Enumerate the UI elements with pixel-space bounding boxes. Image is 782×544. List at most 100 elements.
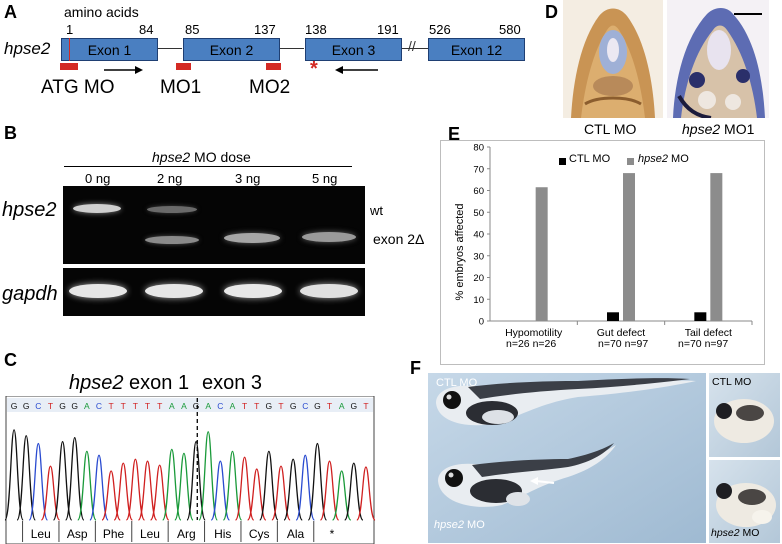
trace-peak [28,442,49,521]
trace-peak [4,429,24,521]
break-mark: // [408,38,416,54]
trace-peak [283,458,303,521]
base-call-bar [7,398,373,412]
legend-label-hpse2: hpse2 MO [638,153,689,165]
trace-peak [186,440,206,521]
amino-acid-label: Asp [67,527,88,541]
base-call: T [48,401,53,411]
panel-a-label: A [4,2,17,22]
amino-acids-label: amino acids [64,4,139,20]
ctl-closeup-embryo [714,399,774,443]
amino-acid-label: Arg [177,527,196,541]
gel-band [300,284,358,298]
ctl-mo-caption: CTL MO [584,121,637,137]
y-axis-label-wrap: % embryos affected [452,190,468,320]
hpse2-mo-closeup-label: hpse2 MO [711,527,760,539]
mo1-mark [176,63,191,70]
trace-peak [246,468,267,521]
amino-acid-label: His [214,527,231,541]
base-call: C [217,401,223,411]
gel-band [145,236,199,244]
x-tick-label: Hypomotility [505,327,563,339]
gel-row-label-hpse2: hpse2 [2,199,57,221]
hpse2-closeup-embryo [716,483,776,527]
base-call: T [327,401,332,411]
trace-peak [137,460,158,521]
start-codon-mark [69,38,70,61]
gel-band [73,204,121,213]
trace-peak [331,470,352,521]
base-call: G [266,401,273,411]
base-call: C [96,401,102,411]
chromatogram-title-exon3: exon 3 [202,372,263,394]
aa-position-137: 137 [254,22,276,37]
y-tick-label: 80 [473,143,484,154]
trace-peak [319,460,340,521]
trace-peak [210,460,231,521]
legend-swatch-hpse2 [627,158,634,165]
bar-hpse2 [535,187,548,321]
atg-mo-mark [60,63,78,70]
base-call: G [350,401,357,411]
trace-peak [259,450,279,521]
n-label-tail: n=70 n=97 [678,338,729,350]
trace-peak [113,462,134,521]
base-call: G [23,401,30,411]
amino-acid-label: Leu [140,527,160,541]
dose-5ng: 5 ng [312,171,338,186]
gel-band [145,284,203,298]
gel-hpse2 [63,186,365,264]
gel-band [224,233,280,243]
aa-position-84: 84 [139,22,154,37]
n-label-gut: n=70 n=97 [598,338,649,350]
trace-peak [89,454,109,521]
trace-peak [149,464,170,521]
base-call: T [363,401,368,411]
trace-peak [344,462,364,521]
base-call: T [254,401,259,411]
y-tick-label: 60 [473,186,484,197]
base-call: G [11,401,18,411]
hpse2-mo1-section-image [667,0,769,118]
trace-peak [52,440,73,521]
aa-position-138: 138 [305,22,327,37]
amino-acid-label: Leu [31,527,51,541]
exon-3: Exon 3 [305,38,402,61]
mo2-mark [266,63,281,70]
base-call: T [133,401,138,411]
panel-d-label: D [545,2,558,22]
ctl-mo-main-label: CTL MO [436,377,478,389]
wt-band-label: wt [370,203,383,218]
x-tick-label: Tail defect [685,327,732,339]
bar-hpse2 [623,173,635,321]
base-call: T [242,401,247,411]
intron-line [402,48,428,49]
embryo-images [428,373,780,543]
amino-acid-label: Ala [287,527,305,541]
y-tick-label: 70 [473,164,484,175]
base-call: G [290,401,297,411]
n-label-hypomotility: n=26 n=26 [506,338,557,350]
gel-band [69,284,127,298]
trace-peak [162,448,182,521]
scale-bar [734,13,762,15]
mo2-label: MO2 [249,77,291,98]
mo1-label: MO1 [160,77,202,98]
trace-peak [16,435,36,521]
panel-f-label: F [410,358,421,378]
intron-line [280,48,304,49]
y-axis-label: % embryos affected [454,203,466,301]
trace-peak [40,465,61,521]
mo-dose-title: hpse2 MO dose [152,149,251,165]
ctl-mo-section-image [563,0,663,118]
gel-band [224,284,282,298]
aa-position-580: 580 [499,22,521,37]
base-call: G [59,401,66,411]
trace-peak [198,431,218,521]
trace-peak [307,442,328,521]
dose-3ng: 3 ng [235,171,261,186]
base-call: A [230,401,236,411]
trace-peak [77,450,97,521]
trace-peak [295,454,316,521]
